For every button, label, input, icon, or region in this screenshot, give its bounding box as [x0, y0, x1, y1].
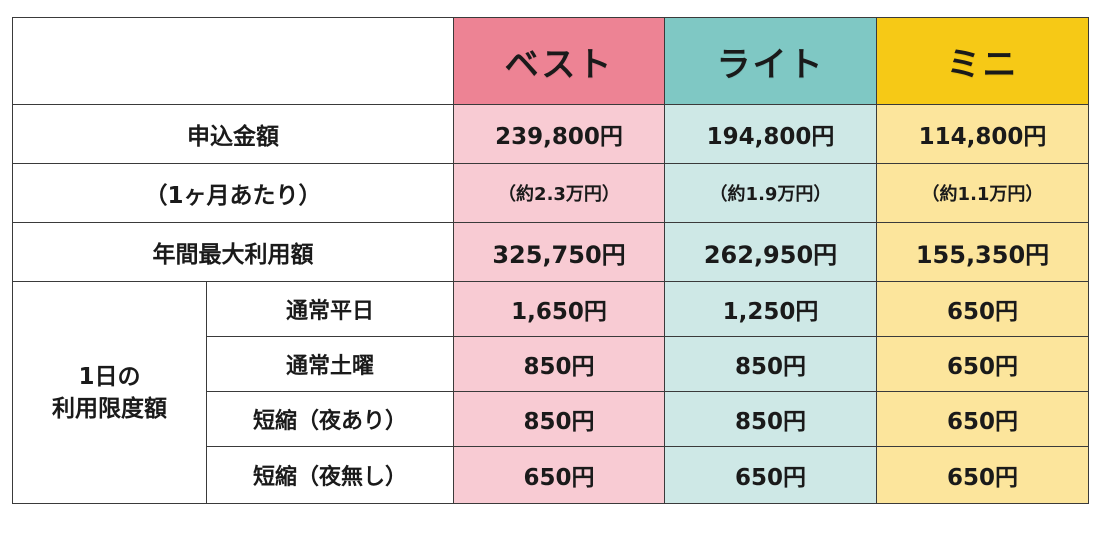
daily-limit-mini: 650円	[876, 391, 1089, 447]
application-fee-lite: 194,800円	[664, 104, 877, 164]
daily-limit-mini: 650円	[876, 446, 1089, 504]
daily-limit-label-line1: 1日の	[78, 363, 141, 390]
daily-limit-label-line2: 利用限度額	[52, 395, 167, 422]
daily-limit-row: 短縮（夜無し） 650円 650円 650円	[13, 446, 1089, 504]
daily-limit-lite: 650円	[664, 446, 877, 504]
daily-limit-row: 通常土曜 850円 850円 650円	[13, 336, 1089, 392]
daily-limit-best: 650円	[453, 446, 665, 504]
daily-limit-best: 850円	[453, 391, 665, 447]
annual-max-label: 年間最大利用額	[12, 222, 454, 282]
daily-limit-row: 1日の 利用限度額 通常平日 1,650円 1,250円 650円	[12, 281, 1089, 504]
per-month-row: （1ヶ月あたり） （約2.3万円） （約1.9万円） （約1.1万円）	[12, 163, 1089, 223]
daily-limit-best: 850円	[453, 336, 665, 392]
daily-limit-sublabel: 通常平日	[206, 281, 454, 337]
daily-limit-mini: 650円	[876, 336, 1089, 392]
application-fee-mini: 114,800円	[876, 104, 1089, 164]
header-blank-cell	[12, 17, 454, 105]
per-month-best: （約2.3万円）	[453, 163, 665, 223]
daily-limit-mini: 650円	[876, 281, 1089, 337]
daily-limit-best: 1,650円	[453, 281, 665, 337]
application-fee-label: 申込金額	[12, 104, 454, 164]
plan-header-row: ベスト ライト ミニ	[12, 17, 1089, 105]
daily-limit-lite: 850円	[664, 391, 877, 447]
plan-header-lite: ライト	[664, 17, 877, 105]
daily-limit-sublabel: 通常土曜	[206, 336, 454, 392]
daily-limit-group-label: 1日の 利用限度額	[12, 281, 207, 504]
daily-limit-sublabel: 短縮（夜無し）	[206, 446, 454, 504]
per-month-mini: （約1.1万円）	[876, 163, 1089, 223]
daily-limit-sublabel: 短縮（夜あり）	[206, 391, 454, 447]
application-fee-best: 239,800円	[453, 104, 665, 164]
per-month-lite: （約1.9万円）	[664, 163, 877, 223]
plan-header-best: ベスト	[453, 17, 665, 105]
application-fee-row: 申込金額 239,800円 194,800円 114,800円	[12, 104, 1089, 164]
annual-max-lite: 262,950円	[664, 222, 877, 282]
daily-limit-lite: 1,250円	[664, 281, 877, 337]
daily-limit-lite: 850円	[664, 336, 877, 392]
annual-max-best: 325,750円	[453, 222, 665, 282]
daily-limit-row: 短縮（夜あり） 850円 850円 650円	[13, 391, 1089, 447]
annual-max-row: 年間最大利用額 325,750円 262,950円 155,350円	[12, 222, 1089, 282]
plan-header-mini: ミニ	[876, 17, 1089, 105]
per-month-label: （1ヶ月あたり）	[12, 163, 454, 223]
annual-max-mini: 155,350円	[876, 222, 1089, 282]
plan-comparison-table: ベスト ライト ミニ 申込金額 239,800円 194,800円 114,80…	[12, 17, 1089, 504]
